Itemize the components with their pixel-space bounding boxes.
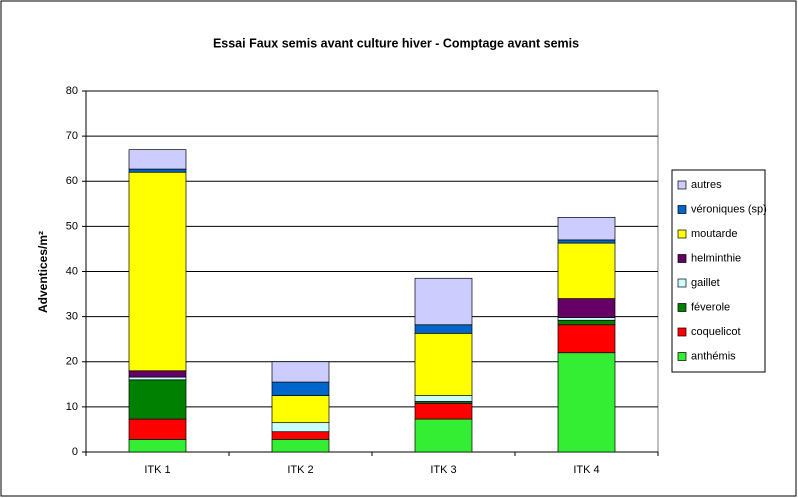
legend-label: féverole [691, 301, 730, 313]
x-tick-label: ITK 4 [573, 464, 599, 476]
y-tick-label: 60 [66, 175, 78, 187]
bar-segment [557, 217, 616, 241]
bar-segment [271, 439, 330, 453]
bar-segment [271, 395, 330, 424]
legend-label: anthémis [691, 350, 736, 362]
bar-segment [557, 317, 616, 321]
bar-segment [128, 171, 187, 372]
bar-segment [557, 352, 616, 453]
bar-segment [414, 395, 473, 402]
bar-segment [271, 422, 330, 433]
bar-segment [128, 168, 187, 173]
chart-title: Essai Faux semis avant culture hiver - C… [213, 36, 579, 50]
bar-segment [414, 418, 473, 453]
y-tick-label: 0 [72, 446, 78, 458]
legend-label: coquelicot [691, 326, 741, 338]
bar-segment [414, 277, 473, 326]
bar-segment [557, 319, 616, 326]
legend-label: gaillet [691, 277, 720, 289]
legend-box [671, 169, 766, 373]
legend-swatch [677, 327, 687, 337]
bar-segment [128, 439, 187, 453]
legend-label: véroniques (sp) [691, 203, 767, 215]
x-tick-label: ITK 2 [287, 464, 313, 476]
bar-segment [128, 418, 187, 440]
bar-segment [557, 324, 616, 354]
legend-swatch [677, 229, 687, 239]
bar-segment [271, 381, 330, 396]
bar-segment [128, 376, 187, 381]
bar-segment [414, 324, 473, 334]
legend-swatch [677, 180, 687, 190]
x-tick-label: ITK 1 [144, 464, 170, 476]
bar-segment [271, 361, 330, 383]
legend-swatch [677, 205, 687, 214]
y-tick-label: 80 [66, 85, 78, 97]
y-tick-label: 40 [66, 265, 78, 277]
y-tick-label: 70 [66, 130, 78, 142]
legend-swatch [677, 303, 687, 312]
bar-segment [557, 239, 616, 244]
legend-swatch [677, 254, 687, 263]
bar-segment [414, 402, 473, 420]
y-tick-label: 20 [66, 356, 78, 368]
y-axis-label: Adventices/m² [36, 231, 50, 313]
bar-segment [557, 298, 616, 318]
bar-segment [128, 379, 187, 420]
bar-segment [128, 149, 187, 170]
legend-swatch [677, 278, 687, 288]
legend-label: autres [691, 179, 722, 191]
bar-segment [271, 431, 330, 440]
x-tick-label: ITK 3 [430, 464, 456, 476]
legend-label: helminthie [691, 252, 741, 264]
bar-segment [557, 242, 616, 299]
y-tick-label: 10 [66, 401, 78, 413]
y-tick-label: 30 [66, 311, 78, 323]
legend-swatch [677, 352, 687, 361]
legend-label: moutarde [691, 228, 737, 240]
bar-segment [414, 332, 473, 396]
bar-segment [128, 370, 187, 378]
y-tick-label: 50 [66, 220, 78, 232]
